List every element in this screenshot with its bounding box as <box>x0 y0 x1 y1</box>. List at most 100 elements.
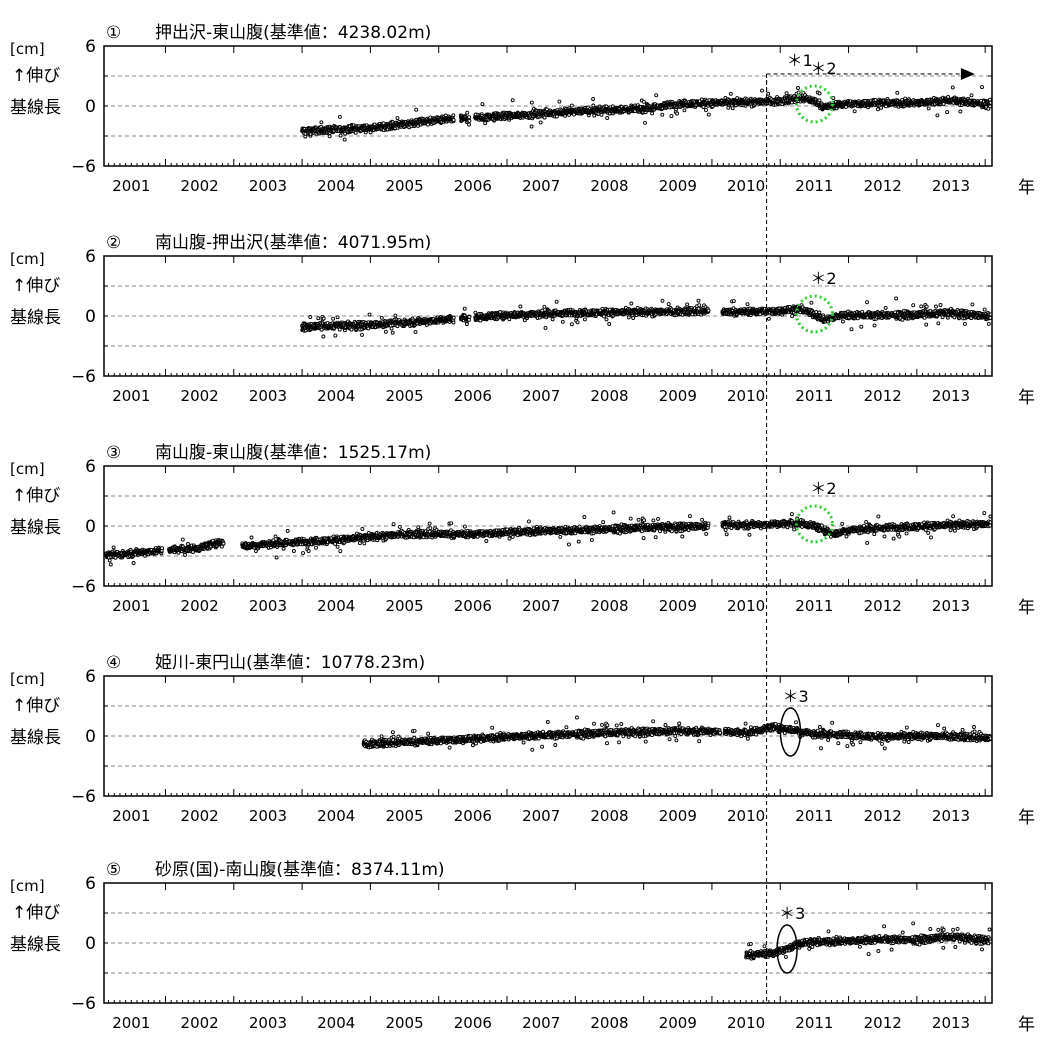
data-point <box>950 85 955 90</box>
x-tick-label: 2005 <box>385 177 423 195</box>
data-point <box>542 115 547 120</box>
data-point <box>483 121 488 126</box>
x-tick-label: 2013 <box>932 177 970 195</box>
data-point <box>704 108 708 113</box>
y-tick-label: −6 <box>71 367 96 387</box>
x-tick-label: 2012 <box>864 387 902 405</box>
x-tick-label: 2009 <box>659 387 697 405</box>
data-point <box>641 99 646 104</box>
y-tick-label: 0 <box>85 307 96 327</box>
data-point <box>342 137 347 142</box>
data-point <box>319 120 324 125</box>
annotation-label: ＊2 <box>810 59 836 78</box>
data-point <box>879 105 884 110</box>
x-tick-label: 2007 <box>522 177 560 195</box>
data-point <box>796 86 800 90</box>
data-point <box>560 319 565 324</box>
data-point <box>926 106 931 111</box>
data-point <box>554 299 559 304</box>
panel-title: 押出沢-東山腹(基準値：4238.02m) <box>155 23 431 43</box>
data-point <box>467 315 472 319</box>
panel-number: ② <box>106 233 121 253</box>
y-tick-label: 6 <box>85 247 96 267</box>
data-point <box>451 118 456 122</box>
data-point <box>465 110 470 115</box>
y-tick-label: −6 <box>71 157 96 177</box>
x-axis-label: 年 <box>1018 388 1035 408</box>
data-point <box>643 120 647 125</box>
data-point <box>451 113 456 118</box>
data-point <box>393 313 398 318</box>
data-point <box>414 107 419 112</box>
data-point <box>349 327 354 332</box>
annotation-label: ＊1 <box>787 51 813 70</box>
y-label-line1: ↑伸び <box>12 276 60 296</box>
data-point <box>389 326 394 331</box>
data-point <box>338 133 343 138</box>
data-point <box>669 114 674 119</box>
data-point <box>650 111 655 116</box>
data-point <box>660 298 665 303</box>
data-point <box>591 97 596 101</box>
data-point <box>308 315 313 319</box>
x-tick-label: 2013 <box>932 387 970 405</box>
data-point <box>817 98 822 103</box>
data-point <box>660 112 665 117</box>
data-point <box>464 322 469 326</box>
chart-panel-2: ② 南山腹-押出沢(基準値：4071.95m)[cm]↑伸び基線長60−62001… <box>10 233 1035 408</box>
data-point <box>654 93 659 98</box>
y-label-line2: 基線長 <box>10 308 61 328</box>
x-tick-label: 2001 <box>112 177 150 195</box>
panel-title: 南山腹-押出沢(基準値：4071.95m) <box>155 233 431 253</box>
data-point <box>557 99 562 104</box>
data-point <box>451 320 456 325</box>
data-point <box>607 322 612 326</box>
data-point <box>784 91 789 96</box>
data-point <box>538 120 543 125</box>
data-point <box>480 102 485 107</box>
x-tick-label: 2010 <box>727 387 765 405</box>
data-point <box>604 317 609 322</box>
x-tick-label: 2002 <box>181 387 219 405</box>
x-tick-label: 2011 <box>795 387 833 405</box>
data-point <box>980 85 984 90</box>
data-point <box>331 316 336 321</box>
data-point <box>451 315 456 320</box>
data-point <box>935 113 940 118</box>
data-point <box>413 329 418 334</box>
data-point <box>575 320 580 325</box>
data-point <box>766 91 771 96</box>
x-tick-label: 2008 <box>590 177 628 195</box>
data-point <box>542 304 547 309</box>
data-point <box>529 124 534 129</box>
data-point <box>958 109 963 114</box>
data-point <box>462 306 467 311</box>
data-point <box>333 333 338 338</box>
data-point <box>353 130 358 135</box>
chart-panel-1: ① 押出沢-東山腹(基準値：4238.02m)[cm]↑伸び基線長60−62001… <box>10 23 1035 198</box>
data-point <box>945 110 950 115</box>
x-tick-label: 2002 <box>181 177 219 195</box>
data-point <box>316 316 321 321</box>
x-tick-label: 2005 <box>385 387 423 405</box>
data-point <box>467 118 472 123</box>
data-point <box>817 91 822 96</box>
data-point <box>383 329 388 334</box>
x-tick-label: 2008 <box>590 387 628 405</box>
x-tick-label: 2010 <box>727 177 765 195</box>
data-points-2 <box>300 296 993 339</box>
data-point <box>605 116 610 120</box>
data-point <box>550 317 555 322</box>
data-point <box>390 330 395 335</box>
data-point <box>395 116 400 121</box>
data-point <box>631 316 636 320</box>
x-tick-label: 2004 <box>317 387 355 405</box>
y-tick-label: 6 <box>85 37 96 57</box>
data-point <box>895 90 900 95</box>
data-point <box>518 304 523 309</box>
data-point <box>760 88 764 93</box>
annotation-arrowhead <box>960 68 975 80</box>
data-point <box>360 332 364 337</box>
data-point <box>852 109 857 114</box>
